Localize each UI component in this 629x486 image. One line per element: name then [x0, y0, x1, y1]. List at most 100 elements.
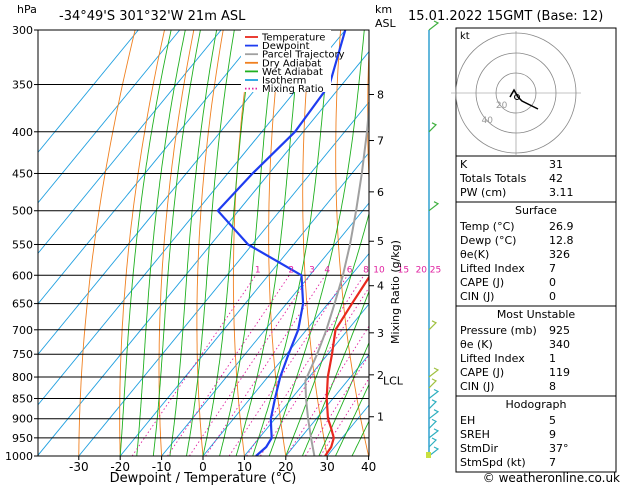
mixing-ratio-label: 8	[363, 265, 369, 275]
surface-value: 26.9	[549, 220, 574, 233]
series-line-parcel-trajectory	[304, 96, 369, 456]
most-unstable-box	[455, 305, 617, 397]
isotherm-line	[244, 303, 369, 456]
hodograph-unit-label: kt	[460, 31, 470, 42]
hodograph-table-label: SREH	[460, 428, 490, 441]
surface-title: Surface	[515, 204, 557, 217]
km-tick-label: 4	[377, 280, 384, 293]
y-tick-label: 600	[12, 269, 33, 282]
most-unstable-value: 925	[549, 324, 570, 337]
indices-box	[455, 155, 617, 203]
mixing-ratio-label: 25	[430, 265, 441, 275]
x-tick-label: 0	[199, 460, 207, 474]
wind-barb	[428, 428, 440, 439]
mixing-ratio-line	[246, 275, 365, 456]
y-tick-label: 900	[12, 413, 33, 426]
most-unstable-value: 119	[549, 366, 570, 379]
series-line-dewpoint	[216, 30, 347, 456]
datetime-label: 15.01.2022 15GMT (Base: 12)	[408, 9, 603, 24]
most-unstable-label: θe (K)	[460, 338, 493, 351]
x-tick-label: 20	[278, 460, 293, 474]
km-tick-label: 3	[377, 327, 384, 340]
hodograph-trace	[509, 88, 539, 110]
surface-value: 326	[549, 248, 570, 261]
mixing-ratio-axis-label: Mixing Ratio (g/kg)	[389, 240, 402, 344]
dry-adiabat-line	[78, 30, 136, 456]
temperature-axis: -30 -20 -10 0 10 20 30 40	[69, 456, 376, 474]
legend-label: Mixing Ratio	[262, 84, 324, 95]
location-label: -34°49'S 301°32'W 21m ASL	[59, 9, 246, 24]
surface-label: Dewp (°C)	[460, 234, 516, 247]
wind-barb	[428, 446, 440, 457]
most-unstable-label: Lifted Index	[460, 352, 525, 365]
wind-barb	[428, 399, 438, 410]
wind-barb	[428, 122, 438, 133]
y-tick-label: 700	[12, 324, 33, 337]
most-unstable-value: 1	[549, 352, 556, 365]
asl-label: ASL	[375, 17, 397, 30]
isotherm-line	[78, 101, 369, 456]
mixing-ratio-lines	[131, 275, 369, 456]
profile-lines	[216, 30, 369, 456]
wind-barb	[428, 437, 438, 448]
x-tick-label: -10	[152, 460, 172, 474]
wind-barb	[428, 409, 440, 420]
indices-value: 3.11	[549, 186, 574, 199]
mixing-ratio-label: 2	[288, 265, 294, 275]
hodograph-ring-label: 20	[496, 101, 508, 111]
hodograph-table-value: 5	[549, 414, 556, 427]
surface-value: 12.8	[549, 234, 574, 247]
indices-value: 42	[549, 172, 563, 185]
surface-label: θe(K)	[460, 248, 489, 261]
mixing-ratio-line	[131, 275, 257, 456]
km-tick-label: 2	[377, 369, 384, 382]
surface-value: 0	[549, 290, 556, 303]
mixing-ratio-line	[167, 275, 290, 456]
hodograph-table-box	[455, 395, 617, 473]
km-tick-label: 6	[377, 186, 384, 199]
wind-barb	[428, 388, 440, 399]
mixing-ratio-label: 6	[347, 265, 353, 275]
x-tick-label: -30	[69, 460, 89, 474]
mixing-ratio-line	[304, 354, 369, 456]
surface-value: 7	[549, 262, 556, 275]
isotherm-line	[38, 30, 222, 255]
wind-barb	[428, 201, 440, 212]
isotherm-line	[38, 50, 369, 456]
isotherm-line	[38, 30, 139, 154]
isotherm-line	[38, 30, 305, 356]
hodograph-ring-label: 40	[481, 116, 493, 126]
km-label: km	[375, 3, 392, 16]
y-tick-label: 950	[12, 432, 33, 445]
series-line-temperature	[324, 275, 369, 456]
hodograph-table-value: 9	[549, 428, 556, 441]
mixing-ratio-label: 3	[309, 265, 315, 275]
hodograph-table-value: 7	[549, 456, 556, 469]
y-tick-label: 350	[12, 79, 33, 92]
x-tick-label: 40	[361, 460, 376, 474]
mixing-ratio-line	[228, 275, 348, 456]
surface-label: CAPE (J)	[460, 276, 504, 289]
y-tick-label: 500	[12, 205, 33, 218]
indices-label: K	[460, 158, 468, 171]
indices-label: Totals Totals	[459, 172, 527, 185]
wind-barb	[428, 378, 438, 389]
surface-label: Temp (°C)	[459, 220, 515, 233]
legend-label: Dewpoint	[262, 41, 310, 52]
y-tick-label: 750	[12, 348, 33, 361]
wind-barb-surface	[426, 452, 431, 458]
legend-label: Dry Adiabat	[262, 58, 321, 69]
dry-adiabat-line	[367, 40, 369, 188]
isotherm-line	[38, 30, 181, 204]
wind-barbs	[426, 20, 440, 458]
legend-label: Temperature	[261, 33, 325, 44]
wind-barb	[428, 367, 440, 378]
mixing-ratio-label: 20	[416, 265, 428, 275]
y-tick-label: 650	[12, 298, 33, 311]
storm-motion-marker	[514, 94, 520, 100]
km-tick-label: 7	[377, 135, 384, 148]
km-tick-label: 1	[377, 411, 384, 424]
legend-label: Wet Adiabat	[262, 67, 323, 78]
surface-box	[455, 201, 617, 307]
